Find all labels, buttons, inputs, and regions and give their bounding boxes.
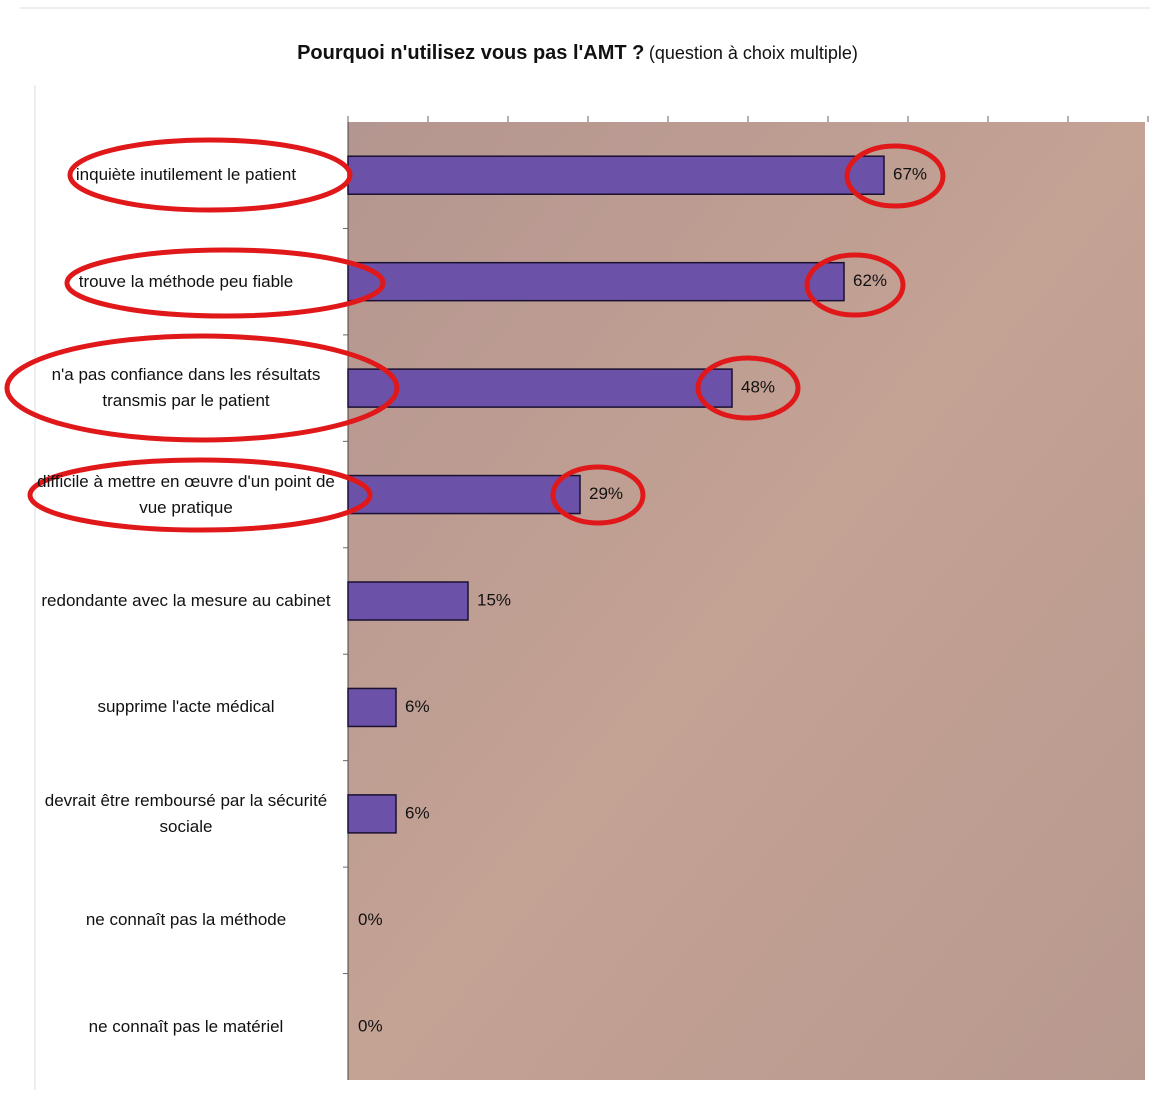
- bar: [347, 261, 845, 302]
- value-label: 62%: [853, 271, 887, 290]
- category-label: ne connaît pas la méthode: [85, 910, 287, 930]
- category-label: trouve la méthode peu fiable: [78, 271, 294, 291]
- highlight-ellipse: [695, 355, 801, 421]
- bar: [347, 155, 885, 195]
- marks: 67% 62% 48% 29% 15% 6% 6% 0% 0%: [343, 116, 1149, 1035]
- chart-subtitle: (question à choix multiple): [648, 43, 858, 63]
- highlight-ellipse: [64, 247, 386, 319]
- bar: [347, 794, 397, 834]
- bar: [347, 474, 581, 515]
- category-label: supprime l'acte médical: [97, 697, 275, 717]
- value-label: 0%: [358, 910, 383, 929]
- highlight-ellipse: [27, 457, 373, 533]
- category-label: ne connaît pas le matériel: [88, 1016, 284, 1036]
- highlight-ellipse: [550, 464, 646, 526]
- annotations: [4, 137, 946, 533]
- bar: [347, 581, 469, 621]
- category-label: devrait être remboursé par la sécurité s…: [44, 790, 328, 836]
- highlight-ellipse: [4, 333, 400, 443]
- highlight-ellipse: [804, 252, 906, 318]
- category-label: inquiète inutilement le patient: [75, 165, 297, 185]
- category-label: n'a pas confiance dans les résultats tra…: [51, 365, 321, 411]
- value-label: 48%: [741, 378, 775, 397]
- highlight-ellipse: [844, 143, 946, 209]
- value-label: 29%: [589, 484, 623, 503]
- highlight-ellipse: [67, 137, 353, 213]
- chart-title: Pourquoi n'utilisez vous pas l'AMT ?: [297, 42, 645, 64]
- bar: [347, 687, 397, 728]
- value-label: 67%: [893, 165, 927, 184]
- value-label: 6%: [405, 803, 430, 822]
- value-label: 15%: [477, 590, 511, 609]
- value-label: 6%: [405, 697, 430, 716]
- category-label: difficile à mettre en œuvre d'un point d…: [37, 471, 335, 517]
- bar: [347, 368, 733, 408]
- value-label: 0%: [358, 1016, 383, 1035]
- category-label: redondante avec la mesure au cabinet: [41, 591, 331, 610]
- chart-title-block: Pourquoi n'utilisez vous pas l'AMT ? (qu…: [0, 42, 1155, 65]
